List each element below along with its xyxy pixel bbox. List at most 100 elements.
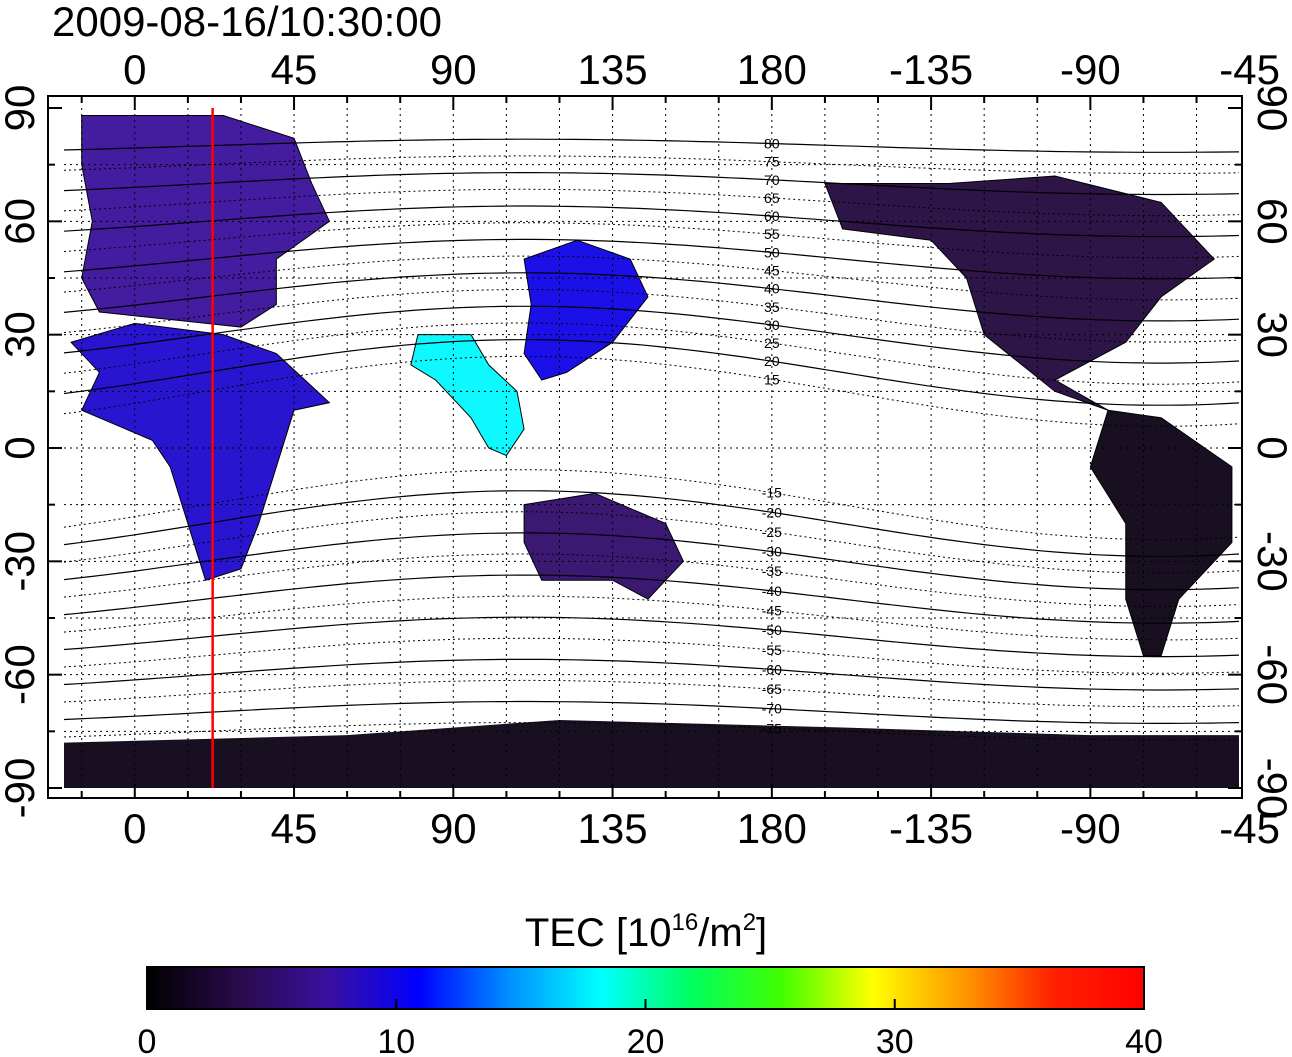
lon-axis-top: 0 45 90 135 180 -135 -90 -45: [123, 46, 1280, 93]
geomagnetic-contours: [64, 138, 1239, 741]
contour-line: [64, 222, 1239, 259]
contour-line: [64, 490, 1239, 557]
lon-tick-label-top: 135: [578, 46, 648, 93]
contour-label: -40: [762, 583, 782, 599]
coastline-layer: [70, 115, 1233, 657]
contour-label: 20: [764, 353, 780, 369]
tec-region-south-asia: [410, 334, 525, 456]
contour-label: 25: [764, 335, 780, 351]
contour-line: [64, 511, 1239, 574]
lon-tick-label-bottom: 180: [737, 805, 807, 852]
contour-label: -30: [762, 544, 782, 560]
colorbar-title: TEC [1016/m2]: [525, 909, 767, 955]
lon-tick-label-bottom: -135: [889, 805, 973, 852]
frame-ticks: [48, 96, 1242, 798]
contour-label: -35: [762, 563, 782, 579]
contour-label: 40: [764, 281, 780, 297]
contour-label: 15: [764, 371, 780, 387]
coastline: [81, 115, 331, 328]
contour-label: -65: [762, 681, 782, 697]
coastline: [70, 322, 331, 581]
coastline: [824, 175, 1215, 411]
lon-tick-label-top: 0: [123, 46, 146, 93]
contour-label: -45: [762, 603, 782, 619]
colorbar-tick-label: 10: [377, 1023, 415, 1057]
graticule-grid: [64, 108, 1239, 788]
contour-label: 50: [764, 244, 780, 260]
contour-label: 35: [764, 299, 780, 315]
contour-label: 60: [764, 208, 780, 224]
lon-tick-label-bottom: 135: [578, 805, 648, 852]
lon-tick-label-bottom: 0: [123, 805, 146, 852]
contour-line: [64, 722, 1239, 741]
contour-line: [64, 532, 1239, 591]
lat-tick-label-right: 30: [1249, 311, 1292, 358]
contour-line: [64, 172, 1239, 196]
contour-labels: 80 75 70 65 60 55 50 45 40 35 30 25 20 15 -15 -20 -25 -30…: [762, 136, 782, 737]
contour-line: [64, 658, 1239, 691]
coastline: [1089, 409, 1233, 657]
contour-label: -20: [762, 504, 782, 520]
contour-line: [64, 637, 1239, 674]
lon-tick-label-bottom: -45: [1219, 805, 1280, 852]
tec-region-africa: [71, 323, 330, 581]
colorbar-tick-label: 30: [876, 1023, 914, 1057]
lat-tick-label-right: -90: [1249, 758, 1292, 819]
contour-line: [64, 188, 1239, 217]
lon-axis-bottom: 0 45 90 135 180 -135 -90 -45: [123, 805, 1280, 852]
contour-line: [64, 679, 1239, 708]
lon-tick-label-bottom: -90: [1060, 805, 1121, 852]
contour-line: [64, 238, 1239, 280]
lat-tick-label-right: 60: [1249, 198, 1292, 245]
contour-line: [64, 700, 1239, 724]
lat-tick-label-right: 90: [1249, 85, 1292, 132]
lon-tick-label-top: 45: [271, 46, 318, 93]
contour-label: 75: [764, 154, 780, 170]
lon-tick-label-top: -45: [1219, 46, 1280, 93]
colorbar-ticks: 0 10 20 30 40: [138, 999, 1163, 1057]
lat-axis-right: 90 60 30 0 -30 -60 -90: [1249, 85, 1292, 819]
tec-region-antarctica: [64, 720, 1239, 788]
contour-label: 55: [764, 226, 780, 242]
contour-line: [64, 272, 1239, 322]
map-title: 2009-08-16/10:30:00: [52, 0, 442, 45]
lat-tick-label-left: 0: [0, 436, 43, 459]
colorbar-tick-label: 40: [1125, 1023, 1163, 1057]
coastline: [523, 239, 649, 381]
lon-tick-label-bottom: 90: [430, 805, 477, 852]
contour-label: -60: [762, 661, 782, 677]
contour-label: -15: [762, 485, 782, 501]
contour-line: [64, 469, 1239, 541]
lat-tick-label-right: 0: [1249, 436, 1292, 459]
contour-label: 70: [764, 172, 780, 188]
contour-label: 30: [764, 317, 780, 333]
tec-region-australia: [524, 493, 684, 600]
coastline: [410, 334, 525, 457]
contour-label: 80: [764, 136, 780, 152]
contour-line: [64, 322, 1239, 385]
contour-line: [64, 205, 1239, 238]
colorbar-tick-label: 0: [138, 1023, 157, 1057]
lat-tick-label-right: -30: [1249, 531, 1292, 592]
lon-tick-label-top: 90: [430, 46, 477, 93]
tec-region-north-america: [824, 176, 1215, 411]
lon-tick-label-bottom: 45: [271, 805, 318, 852]
contour-label: -50: [762, 622, 782, 638]
coastline: [523, 492, 684, 600]
contour-line: [64, 305, 1239, 364]
contour-line: [64, 355, 1239, 427]
lat-tick-label-left: 90: [0, 85, 43, 132]
contour-line: [64, 339, 1239, 406]
contour-label: -25: [762, 524, 782, 540]
contour-label: -70: [762, 701, 782, 717]
colorbar-tick-label: 20: [627, 1023, 665, 1057]
lat-tick-label-left: -90: [0, 758, 43, 819]
contour-line: [64, 595, 1239, 641]
lon-tick-label-top: -135: [889, 46, 973, 93]
lat-axis-left: 90 60 30 0 -30 -60 -90: [0, 85, 43, 819]
lat-tick-label-right: -60: [1249, 644, 1292, 705]
contour-line: [64, 255, 1239, 301]
lat-tick-label-left: 30: [0, 311, 43, 358]
lon-tick-label-top: -90: [1060, 46, 1121, 93]
